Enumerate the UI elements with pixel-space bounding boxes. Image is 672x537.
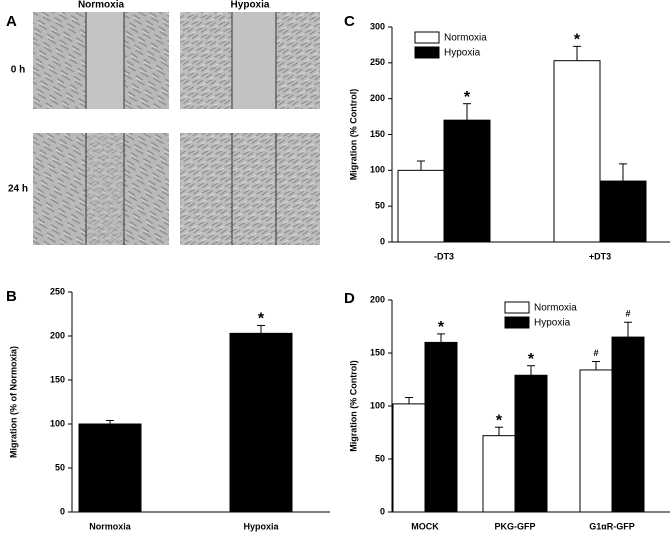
y-tick-label: 50: [375, 453, 385, 463]
bar: [78, 423, 142, 513]
y-axis-label: Migration (% of Normoxia): [8, 346, 18, 458]
legend-label: Normoxia: [444, 33, 487, 44]
significance-marker: *: [574, 32, 581, 49]
y-axis-label: Migration (% Control): [348, 360, 358, 452]
legend-label: Hypoxia: [534, 318, 571, 329]
wound-area: [232, 12, 276, 109]
x-tick-label: G1αR-GFP: [589, 521, 635, 531]
y-tick-label: 150: [50, 374, 65, 384]
y-tick-label: 100: [370, 165, 385, 175]
bar: [424, 341, 458, 513]
x-tick-label: PKG-GFP: [494, 521, 535, 531]
panel-label: B: [6, 288, 17, 305]
x-tick-label: Normoxia: [89, 521, 132, 531]
y-tick-label: 150: [370, 347, 385, 357]
y-tick-label: 0: [380, 236, 385, 246]
legend-swatch: [504, 301, 530, 314]
micrographs: [33, 12, 320, 245]
legend-swatch: [504, 316, 530, 329]
panel-label: A: [6, 13, 17, 30]
significance-marker: #: [593, 348, 598, 358]
bar: [579, 369, 613, 513]
bar: [599, 180, 647, 243]
y-tick-label: 0: [60, 506, 65, 516]
row-header: 0 h: [11, 65, 25, 76]
x-tick-label: +DT3: [589, 251, 611, 261]
panel-label: C: [344, 13, 355, 30]
y-tick-label: 200: [370, 93, 385, 103]
panel-label: D: [344, 290, 355, 307]
y-tick-label: 200: [370, 294, 385, 304]
wound-area: [86, 12, 124, 109]
legend-swatch: [414, 31, 440, 44]
significance-marker: *: [528, 351, 535, 368]
bar: [514, 374, 548, 513]
significance-marker: *: [258, 311, 265, 328]
bar: [397, 169, 445, 243]
bar: [392, 403, 426, 513]
y-tick-label: 250: [50, 286, 65, 296]
x-tick-label: MOCK: [411, 521, 439, 531]
legend-label: Hypoxia: [444, 48, 481, 59]
bar: [229, 332, 293, 513]
y-tick-label: 200: [50, 330, 65, 340]
significance-marker: *: [464, 89, 471, 106]
column-header: Normoxia: [78, 0, 125, 11]
legend-swatch: [414, 46, 440, 59]
y-tick-label: 150: [370, 129, 385, 139]
wound-area: [86, 133, 124, 245]
y-tick-label: 300: [370, 21, 385, 31]
column-header: Hypoxia: [231, 0, 270, 11]
significance-marker: *: [438, 319, 445, 336]
bar: [443, 119, 491, 243]
x-tick-label: Hypoxia: [243, 521, 279, 531]
row-header: 24 h: [8, 184, 28, 195]
y-tick-label: 250: [370, 57, 385, 67]
y-axis-label: Migration (% Control): [348, 89, 358, 181]
y-tick-label: 0: [380, 506, 385, 516]
bar: [553, 60, 601, 243]
significance-marker: #: [625, 309, 630, 319]
y-tick-label: 50: [375, 201, 385, 211]
bar: [611, 336, 645, 513]
legend-label: Normoxia: [534, 303, 577, 314]
y-tick-label: 100: [50, 418, 65, 428]
x-tick-label: -DT3: [434, 251, 454, 261]
significance-marker: *: [496, 412, 503, 429]
y-tick-label: 50: [55, 462, 65, 472]
y-tick-label: 100: [370, 400, 385, 410]
micrograph: [180, 133, 320, 245]
bar: [482, 435, 516, 513]
